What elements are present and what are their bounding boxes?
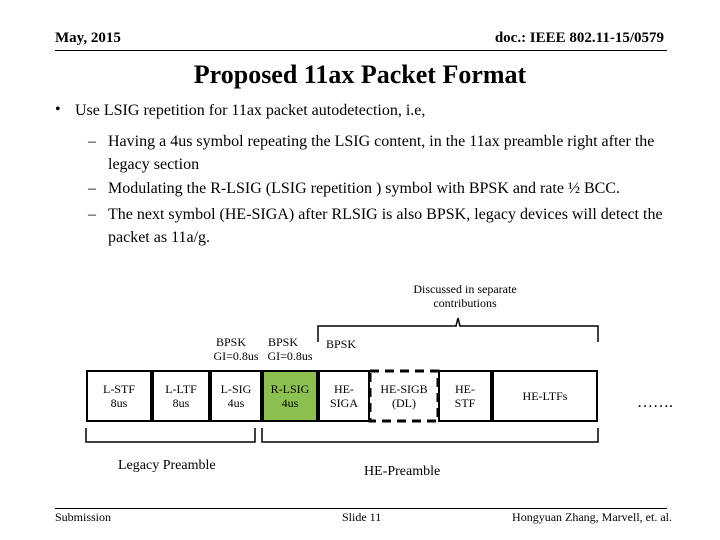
field-lltf: L-LTF 8us	[152, 370, 210, 422]
legacy-preamble-label: Legacy Preamble	[118, 458, 216, 473]
sub-bullet-2-text: Modulating the R-LSIG (LSIG repetition )…	[108, 180, 620, 197]
note-separate-contributions: Discussed in separate contributions	[413, 282, 517, 310]
header-date: May, 2015	[55, 30, 121, 46]
header-rule	[55, 50, 667, 51]
more-fields-ellipsis: …….	[637, 394, 673, 411]
field-hesiga: HE-SIGA	[318, 370, 370, 422]
field-hesigb: HE-SIGB (DL)	[380, 382, 428, 410]
legacy-preamble-brace	[85, 428, 256, 443]
main-bullet-text: Use LSIG repetition for 11ax packet auto…	[75, 102, 426, 119]
footer-submission: Submission	[55, 510, 112, 524]
field-heltfs: HE-LTFs	[492, 370, 598, 422]
he-fields-top-brace	[317, 317, 599, 342]
sub-bullet-3-text: The next symbol (HE-SIGA) after RLSIG is…	[108, 206, 663, 246]
footer-slide-number: Slide 11	[342, 510, 382, 524]
bullet-dot: •	[55, 101, 61, 118]
field-hestf: HE-STF	[438, 370, 492, 422]
sub-bullet-1-text: Having a 4us symbol repeating the LSIG c…	[108, 133, 655, 173]
label-bpsk-2: BPSK	[267, 335, 299, 349]
label-gi-1: GI=0.8us	[213, 349, 259, 363]
label-bpsk-3: BPSK	[325, 337, 357, 351]
field-lsig: L-SIG 4us	[210, 370, 262, 422]
slide-title: Proposed 11ax Packet Format	[193, 60, 527, 89]
footer-rule	[55, 508, 667, 509]
field-rlsig: R-LSIG 4us	[262, 370, 318, 422]
label-gi-2: GI=0.8us	[267, 349, 313, 363]
footer-authors: Hongyuan Zhang, Marvell, et. al.	[512, 510, 672, 524]
he-preamble-brace	[261, 428, 599, 443]
label-bpsk-1: BPSK	[215, 335, 247, 349]
field-lstf: L-STF 8us	[86, 370, 152, 422]
header-doc-id: doc.: IEEE 802.11-15/0579	[494, 30, 664, 46]
he-preamble-label: HE-Preamble	[364, 464, 441, 479]
